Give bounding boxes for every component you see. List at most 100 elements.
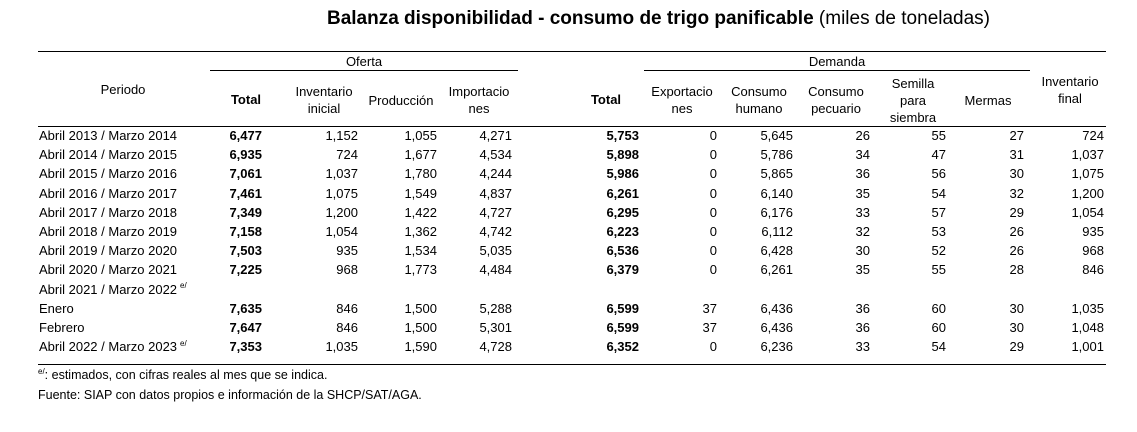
cell-oferta-total: 7,353 (229, 339, 262, 355)
cell-importaciones: 4,727 (479, 204, 512, 220)
periodo-text: Abril 2021 / Marzo 2022 (39, 281, 178, 297)
cell-consumo-humano: 6,436 (760, 320, 793, 335)
cell-oferta-total: 7,503 (229, 243, 262, 259)
cell-inv-ini: 1,035 (325, 339, 358, 355)
cell-consumo-humano: 6,261 (760, 262, 793, 278)
cell-inv-ini: 1,200 (325, 204, 358, 220)
cell-demanda-total: 6,352 (606, 339, 639, 355)
cell-consumo-pecuario: 36 (855, 300, 870, 316)
cell-semilla: 47 (931, 147, 946, 163)
cell-oferta-total: 7,349 (229, 204, 262, 220)
periodo-text: Abril 2013 / Marzo 2014 (39, 128, 178, 143)
cell-demanda-total: 6,379 (606, 262, 639, 278)
row-periodo: Abril 2013 / Marzo 2014 (39, 128, 177, 144)
cell-inv-final: 1,048 (1071, 320, 1104, 335)
cell-importaciones: 4,484 (479, 262, 512, 278)
cell-importaciones: 4,742 (479, 224, 512, 239)
cell-exportaciones: 0 (709, 128, 717, 143)
row-periodo: Enero (39, 301, 74, 317)
note-estimados-text: : estimados, con cifras reales al mes qu… (44, 368, 328, 382)
cell-demanda-total: 6,223 (606, 224, 639, 239)
cell-demanda-total: 5,898 (606, 147, 639, 163)
periodo-sup: e/ (180, 338, 187, 348)
cell-consumo-humano: 6,112 (761, 224, 793, 239)
cell-exportaciones: 0 (709, 204, 717, 220)
note-estimados: e/: estimados, con cifras reales al mes … (38, 366, 328, 382)
periodo-text: Febrero (39, 320, 85, 335)
cell-exportaciones: 0 (709, 185, 717, 201)
note-fuente: Fuente: SIAP con datos propios e informa… (38, 388, 422, 402)
cell-consumo-pecuario: 35 (855, 262, 870, 278)
header-mermas: Mermas (964, 93, 1012, 108)
cell-demanda-total: 5,986 (606, 166, 639, 182)
cell-exportaciones: 0 (709, 224, 717, 239)
cell-importaciones: 4,837 (479, 185, 512, 201)
group-demanda: Demanda (808, 54, 866, 69)
row-periodo: Abril 2018 / Marzo 2019 (39, 224, 177, 240)
oferta-underline (210, 70, 518, 71)
group-oferta: Oferta (345, 54, 383, 69)
note-estimados-sup: e/ (38, 366, 45, 376)
cell-mermas: 31 (1009, 147, 1024, 163)
cell-oferta-total: 7,225 (229, 262, 262, 278)
row-periodo: Abril 2019 / Marzo 2020 (39, 243, 177, 259)
cell-consumo-humano: 6,176 (760, 204, 793, 220)
cell-mermas: 26 (1009, 243, 1024, 259)
cell-demanda-total: 6,261 (606, 185, 639, 201)
cell-inv-ini: 935 (336, 243, 358, 259)
header-inventario-final: Inventario final (1041, 74, 1099, 106)
header-oferta-total: Total (230, 92, 262, 107)
row-periodo: Abril 2020 / Marzo 2021 (39, 262, 177, 278)
cell-exportaciones: 37 (702, 320, 717, 335)
periodo-sup: e/ (180, 281, 187, 291)
header-exportaciones: Exportacio nes (651, 84, 713, 116)
top-rule (38, 51, 1106, 52)
header-consumo-humano: Consumo humano (731, 84, 787, 116)
cell-exportaciones: 0 (709, 166, 717, 182)
cell-consumo-pecuario: 36 (855, 166, 870, 182)
cell-mermas: 28 (1009, 262, 1024, 278)
cell-mermas: 26 (1009, 224, 1024, 239)
cell-inv-ini: 1,075 (325, 185, 358, 201)
cell-inv-final: 1,037 (1071, 147, 1104, 163)
row-periodo: Abril 2021 / Marzo 2022 e/ (39, 282, 187, 298)
title-main: Balanza disponibilidad - consumo de trig… (326, 8, 814, 29)
cell-consumo-humano: 6,140 (760, 185, 793, 201)
bottom-rule (38, 364, 1106, 365)
cell-importaciones: 5,288 (479, 300, 512, 316)
cell-produccion: 1,773 (404, 262, 437, 278)
cell-exportaciones: 37 (702, 300, 717, 316)
cell-semilla: 60 (931, 300, 946, 316)
cell-demanda-total: 6,599 (606, 300, 639, 316)
cell-demanda-total: 5,753 (606, 128, 639, 143)
row-periodo: Abril 2022 / Marzo 2023 e/ (39, 339, 187, 355)
cell-oferta-total: 7,647 (229, 320, 262, 335)
header-consumo-pecuario: Consumo pecuario (808, 84, 864, 116)
cell-semilla: 52 (931, 243, 946, 259)
cell-consumo-pecuario: 34 (855, 147, 870, 163)
cell-exportaciones: 0 (709, 339, 717, 355)
cell-demanda-total: 6,599 (606, 320, 639, 335)
cell-mermas: 30 (1009, 300, 1024, 316)
cell-inv-ini: 846 (336, 320, 358, 335)
cell-demanda-total: 6,536 (606, 243, 639, 259)
cell-exportaciones: 0 (709, 262, 717, 278)
cell-produccion: 1,500 (404, 320, 437, 335)
cell-inv-ini: 724 (336, 147, 358, 163)
cell-consumo-humano: 5,865 (760, 166, 793, 182)
cell-consumo-pecuario: 32 (855, 224, 870, 239)
cell-inv-final: 1,075 (1071, 166, 1104, 182)
cell-inv-final: 1,001 (1071, 339, 1104, 355)
title-unit: (miles de toneladas) (818, 8, 991, 29)
periodo-text: Abril 2019 / Marzo 2020 (39, 243, 178, 259)
cell-importaciones: 4,534 (479, 147, 512, 163)
cell-consumo-pecuario: 33 (855, 204, 870, 220)
header-semilla: Semilla para siembra (889, 76, 937, 125)
periodo-text: Abril 2017 / Marzo 2018 (39, 204, 178, 220)
cell-exportaciones: 0 (709, 243, 717, 259)
header-inventario-inicial: Inventario inicial (295, 84, 353, 116)
cell-inv-ini: 1,037 (325, 166, 358, 182)
header-produccion: Producción (368, 93, 434, 108)
cell-produccion: 1,780 (404, 166, 437, 182)
cell-consumo-humano: 6,428 (760, 243, 793, 259)
